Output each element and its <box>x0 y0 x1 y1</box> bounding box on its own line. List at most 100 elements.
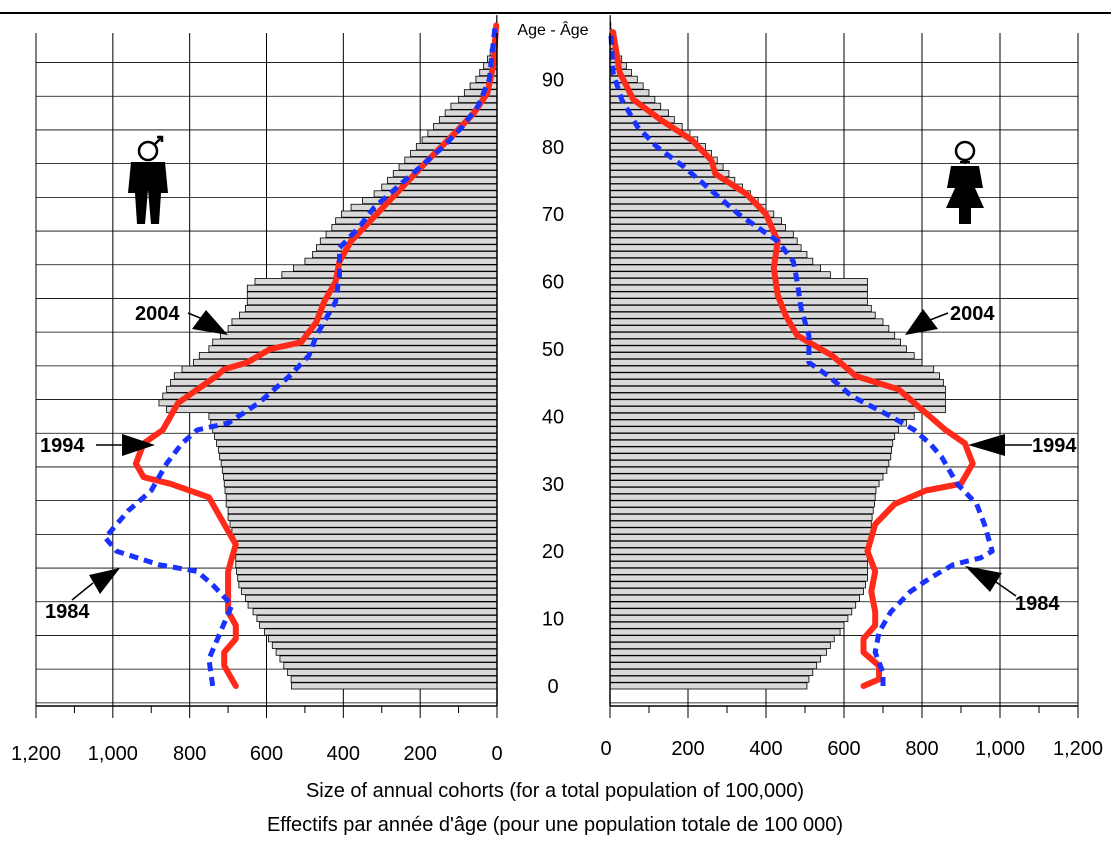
bar-female-age-46 <box>610 373 940 379</box>
bar-female-age-40 <box>610 413 914 419</box>
age-tick-label: 30 <box>542 474 564 496</box>
bar-male-age-55 <box>240 312 497 318</box>
bar-female-age-17 <box>610 568 867 574</box>
bar-male-age-60 <box>255 278 497 284</box>
label-1984-female: 1984 <box>1015 593 1060 615</box>
bar-female-age-22 <box>610 535 871 541</box>
bar-male-age-27 <box>226 501 497 507</box>
bar-female-age-58 <box>610 292 867 298</box>
bar-male-age-1 <box>291 676 497 682</box>
bar-male-age-37 <box>215 433 497 439</box>
bar-male-age-16 <box>238 575 497 581</box>
bar-female-age-10 <box>610 615 848 621</box>
arrow-1994-female-icon <box>968 434 1032 456</box>
x-tick-label-male: 800 <box>173 743 206 765</box>
bar-male-age-0 <box>291 683 497 689</box>
bar-male-age-81 <box>422 137 497 143</box>
label-1994-female: 1994 <box>1032 435 1077 457</box>
arrow-1984-female-icon <box>965 566 1016 596</box>
bar-male-age-53 <box>228 326 497 332</box>
bar-female-age-14 <box>610 588 864 594</box>
bar-female-age-7 <box>610 636 834 642</box>
bar-male-age-2 <box>288 669 497 675</box>
bar-male-age-28 <box>226 494 497 500</box>
bar-male-age-80 <box>416 144 497 150</box>
bar-female-age-60 <box>610 278 867 284</box>
bar-male-age-45 <box>170 380 497 386</box>
bar-male-age-20 <box>236 548 497 554</box>
bar-female-age-33 <box>610 460 889 466</box>
bar-male-age-38 <box>213 427 497 433</box>
x-tick-label-female: 600 <box>827 738 860 760</box>
bar-male-age-29 <box>225 487 497 493</box>
x-tick-label-female: 1,000 <box>975 738 1025 760</box>
bar-female-age-52 <box>610 332 895 338</box>
bar-female-age-66 <box>610 238 797 244</box>
bar-male-age-8 <box>265 629 497 635</box>
bar-male-age-13 <box>245 595 497 601</box>
bar-female-age-55 <box>610 312 875 318</box>
arrow-2004-female-icon <box>905 309 948 335</box>
bar-male-age-70 <box>341 211 497 217</box>
bar-female-age-20 <box>610 548 869 554</box>
age-axis-label: Age - Âge <box>517 20 588 39</box>
bar-female-age-32 <box>610 467 887 473</box>
bar-male-age-61 <box>282 272 497 278</box>
bar-female-age-50 <box>610 346 906 352</box>
x-tick-label-male: 400 <box>327 743 360 765</box>
bar-male-age-6 <box>272 642 497 648</box>
bar-female-age-2 <box>610 669 813 675</box>
bar-male-age-40 <box>209 413 497 419</box>
bar-female-age-30 <box>610 481 879 487</box>
bar-female-age-98 <box>610 22 611 28</box>
label-1984-male: 1984 <box>45 601 90 623</box>
bar-female-age-29 <box>610 487 876 493</box>
bar-male-age-33 <box>221 460 497 466</box>
bar-male-age-62 <box>293 265 497 271</box>
bar-male-age-78 <box>405 157 497 163</box>
bar-male-age-43 <box>163 393 497 399</box>
bar-female-age-23 <box>610 528 871 534</box>
x-tick-label-female: 800 <box>905 738 938 760</box>
bar-female-age-42 <box>610 400 945 406</box>
bar-male-age-30 <box>224 481 497 487</box>
bar-male-age-15 <box>239 582 497 588</box>
bar-male-age-34 <box>220 454 497 460</box>
bar-female-age-8 <box>610 629 840 635</box>
bar-male-age-12 <box>248 602 497 608</box>
bar-female-age-59 <box>610 285 867 291</box>
x-tick-label-female: 400 <box>749 738 782 760</box>
age-tick-label: 10 <box>542 609 564 631</box>
bar-female-age-78 <box>610 157 717 163</box>
bar-male-age-18 <box>236 561 497 567</box>
bar-female-age-13 <box>610 595 860 601</box>
bar-male-age-23 <box>232 528 497 534</box>
age-tick-label: 80 <box>542 137 564 159</box>
bar-female-age-31 <box>610 474 883 480</box>
bar-male-age-68 <box>332 224 497 230</box>
bar-male-age-57 <box>247 299 497 305</box>
arrow-2004-male-icon <box>188 310 228 335</box>
bar-male-age-3 <box>284 663 497 669</box>
bar-female-age-73 <box>610 191 750 197</box>
x-tick-label-male: 1,200 <box>11 743 61 765</box>
bar-female-age-3 <box>610 663 817 669</box>
bar-male-age-49 <box>199 353 497 359</box>
bar-male-age-22 <box>234 535 497 541</box>
bar-male-age-17 <box>237 568 497 574</box>
bar-male-age-63 <box>305 258 497 264</box>
bar-female-age-38 <box>610 427 899 433</box>
bar-female-age-53 <box>610 326 889 332</box>
x-tick-label-male: 0 <box>491 743 502 765</box>
bar-male-age-76 <box>393 171 497 177</box>
bar-female-age-39 <box>610 420 906 426</box>
bar-female-age-4 <box>610 656 821 662</box>
bar-male-age-36 <box>217 440 497 446</box>
bar-male-age-56 <box>245 305 497 311</box>
bar-female-age-41 <box>610 406 945 412</box>
bar-female-age-54 <box>610 319 883 325</box>
bar-male-age-59 <box>247 285 497 291</box>
bar-female-age-65 <box>610 245 801 251</box>
bar-male-age-58 <box>247 292 497 298</box>
bar-female-age-77 <box>610 164 723 170</box>
